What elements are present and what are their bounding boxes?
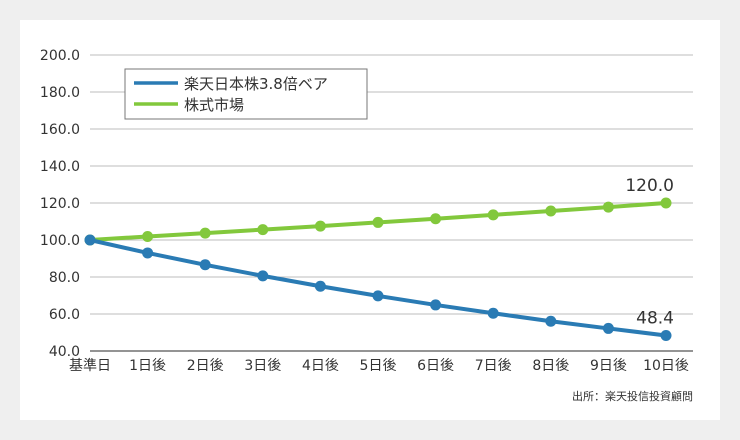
line-chart: 200.0 180.0 160.0 140.0 120.0 100.0 80.0 60.0 40… (40, 48, 693, 403)
legend-box (124, 68, 368, 120)
data-point (602, 201, 614, 213)
end-value-label: 48.4 (636, 308, 674, 328)
y-tick-label: 80.0 (49, 270, 80, 286)
y-tick-label: 40.0 (49, 344, 80, 360)
x-tick-label: 8日後 (532, 358, 569, 374)
data-point (660, 197, 672, 209)
y-tick-label: 60.0 (49, 307, 80, 323)
data-point (314, 280, 326, 292)
x-tick-label: 基準日 (69, 357, 111, 374)
end-value-label: 120.0 (625, 176, 674, 196)
x-tick-label: 9日後 (590, 358, 627, 374)
data-point (199, 259, 211, 271)
legend-label: 楽天日本株3.8倍ベア (184, 75, 328, 93)
x-tick-label: 10日後 (643, 358, 689, 374)
x-tick-label: 7日後 (475, 358, 512, 374)
data-point (314, 220, 326, 232)
data-point (487, 209, 499, 221)
x-tick-label: 4日後 (302, 358, 339, 374)
source-note: 出所：楽天投信投資顧問 (572, 389, 693, 403)
data-point (199, 227, 211, 239)
x-tick-label: 6日後 (417, 358, 454, 374)
y-tick-label: 100.0 (40, 233, 80, 249)
series-line (88, 238, 668, 338)
data-point (142, 230, 154, 242)
data-point (430, 213, 442, 225)
data-point (545, 315, 557, 327)
y-tick-label: 180.0 (40, 85, 80, 101)
data-point (487, 307, 499, 319)
x-tick-label: 2日後 (187, 358, 224, 374)
y-tick-label: 200.0 (40, 48, 80, 64)
chart-card: 200.0 180.0 160.0 140.0 120.0 100.0 80.0 60.0 40… (20, 20, 720, 420)
data-point (372, 290, 384, 302)
x-tick-label: 1日後 (129, 358, 166, 374)
y-tick-label: 120.0 (40, 196, 80, 212)
x-tick-label: 3日後 (244, 358, 281, 374)
data-point (372, 216, 384, 228)
data-point (257, 270, 269, 282)
legend-label: 株式市場 (184, 96, 244, 114)
data-point (602, 322, 614, 334)
data-point (430, 299, 442, 311)
data-point (142, 247, 154, 259)
data-point (660, 329, 672, 341)
x-tick-label: 5日後 (360, 358, 397, 374)
data-point (84, 234, 96, 246)
y-tick-label: 140.0 (40, 159, 80, 175)
data-point (545, 205, 557, 217)
y-tick-label: 160.0 (40, 122, 80, 138)
data-point (257, 224, 269, 236)
